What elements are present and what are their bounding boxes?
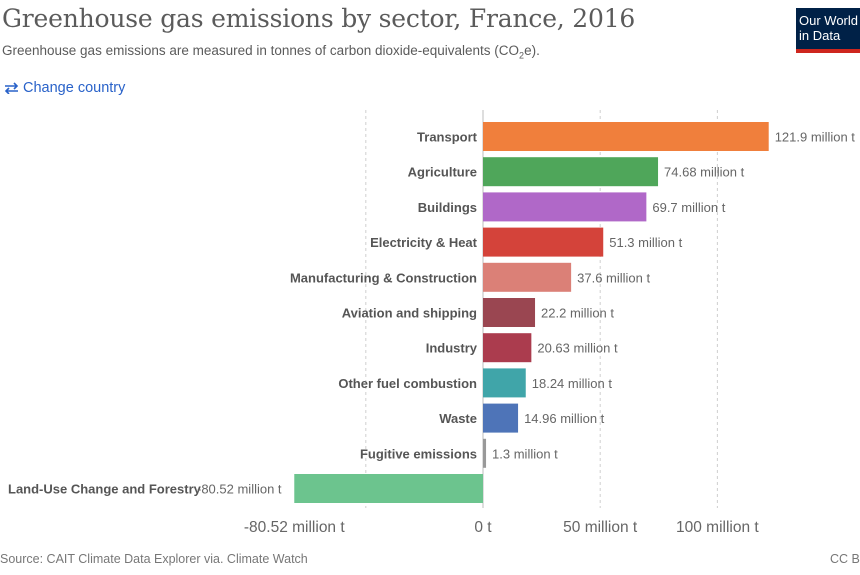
value-label: 1.3 million t [492,446,558,461]
value-label: 74.68 million t [664,165,745,180]
category-label: Manufacturing & Construction [290,270,477,285]
value-label: -80.52 million t [197,482,282,497]
bar [483,192,647,222]
swap-arrows-icon [4,82,19,94]
category-label: Agriculture [408,165,477,180]
bar [483,262,572,292]
category-label: Waste [439,411,477,426]
bar [483,157,659,187]
value-label: 69.7 million t [652,200,725,215]
value-label: 22.2 million t [541,306,614,321]
category-label: Electricity & Heat [370,235,478,250]
x-tick-label: 0 t [474,519,492,536]
change-country-label: Change country [23,80,126,96]
license-link[interactable]: CC BY [830,552,860,566]
value-label: 51.3 million t [609,235,682,250]
bar [483,333,532,363]
category-label: Transport [417,130,478,145]
x-tick-label: 50 million t [563,519,638,536]
logo-line-1: Our World [799,13,858,28]
value-label: 37.6 million t [577,270,650,285]
category-label: Other fuel combustion [338,376,477,391]
chart-subtitle: Greenhouse gas emissions are measured in… [2,43,540,61]
bar [483,368,526,398]
chart-title: Greenhouse gas emissions by sector, Fran… [2,4,636,33]
bar [483,122,769,151]
value-label: 121.9 million t [775,130,856,145]
category-label: Buildings [418,200,477,215]
logo-line-2: in Data [799,28,841,43]
value-label: 18.24 million t [532,376,613,391]
x-tick-label: -80.52 million t [244,519,345,536]
change-country-button[interactable]: Change country [4,80,125,96]
value-label: 14.96 million t [524,411,605,426]
category-label: Fugitive emissions [360,446,477,461]
category-label: Land-Use Change and Forestry [8,482,202,497]
source-note: Source: CAIT Climate Data Explorer via. … [0,552,308,566]
bar [483,438,487,468]
x-tick-label: 100 million t [676,519,759,536]
bar-chart: Transport 121.9 million t Agriculture 74.68… [8,110,856,536]
category-label: Industry [426,341,478,356]
bar [483,298,536,327]
category-label: Aviation and shipping [342,306,477,321]
logo-accent-bar [796,49,860,53]
bar [294,474,483,503]
value-label: 20.63 million t [537,341,618,356]
bar [483,227,604,257]
owid-logo[interactable]: Our World in Data [796,8,860,52]
bar [483,403,519,433]
